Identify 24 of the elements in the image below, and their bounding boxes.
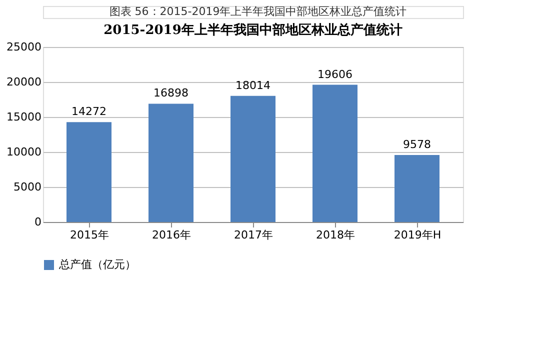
data-label: 9578	[403, 138, 431, 151]
chart-title: 2015-2019年上半年我国中部地区林业总产值统计	[104, 22, 402, 38]
y-tick-label: 20000	[6, 76, 42, 88]
bar	[312, 84, 358, 222]
data-label: 19606	[318, 68, 352, 81]
x-tick-label: 2017年	[234, 228, 273, 242]
y-tick-label: 15000	[6, 110, 42, 124]
bar	[230, 96, 276, 222]
data-label: 14272	[72, 105, 106, 118]
y-tick-label: 5000	[14, 180, 42, 194]
text: 图表 56：2015-2019年上半年我国中部地区林业总产值统计	[109, 5, 407, 18]
bar	[148, 104, 194, 222]
bar	[394, 154, 440, 222]
x-tick-label: 2019年H	[394, 228, 442, 242]
x-tick-label: 2018年	[316, 228, 355, 242]
x-tick-label: 2015年	[70, 228, 109, 242]
x-tick-label: 2016年	[152, 228, 191, 242]
y-tick-label: 10000	[6, 146, 42, 158]
legend-label: 总产值（亿元）	[58, 258, 136, 271]
y-tick-label: 0	[34, 216, 42, 228]
y-tick-label: 25000	[6, 40, 42, 54]
data-label: 16898	[154, 86, 188, 100]
bar	[66, 122, 112, 222]
data-label: 18014	[236, 78, 270, 92]
